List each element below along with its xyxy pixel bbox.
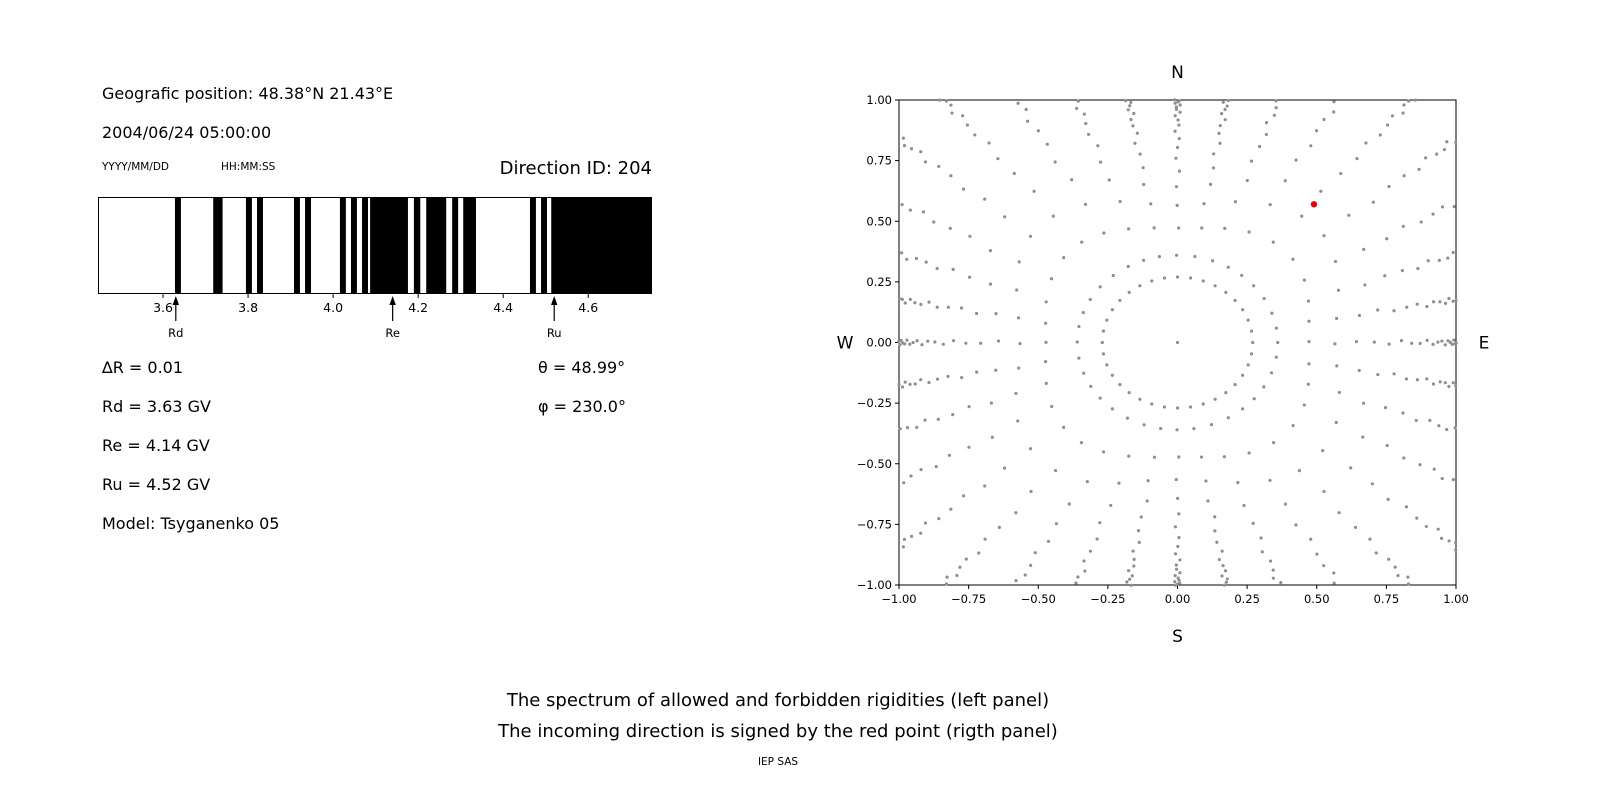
axis-ticks: −1.00 −0.75 −0.50 −0.25 0.00 0.25 0.50 0.75 1.00… [857,93,1469,606]
delta-r-value: ∆R = 0.01 [102,358,184,377]
direction-id-label: Direction ID: 204 [499,158,652,179]
svg-text:1.00: 1.00 [866,93,892,107]
forbidden-band [541,198,547,293]
forbidden-band [339,198,346,293]
compass-west-label: W [837,334,854,354]
svg-text:1.00: 1.00 [1443,592,1469,606]
forbidden-band [529,198,536,293]
re-arrow-label: Re [385,326,400,340]
re-value: Re = 4.14 GV [102,436,210,455]
credit-label: IEP SAS [757,756,799,768]
forbidden-band [551,198,652,293]
forbidden-band [174,198,181,293]
svg-text:−0.75: −0.75 [857,517,892,531]
re-arrowhead [389,296,396,305]
phi-value: φ = 230.0° [538,397,626,416]
asymptotic-direction-dots [897,98,1458,587]
forbidden-band [294,198,300,293]
caption-line-2: The incoming direction is signed by the … [498,721,1058,742]
forbidden-band [413,198,421,293]
svg-text:−0.25: −0.25 [857,396,892,410]
svg-text:−1.00: −1.00 [857,578,892,592]
x-axis-ticks: 3.6 3.8 4.0 4.2 4.4 4.6 [153,294,598,315]
svg-text:4.2: 4.2 [408,300,428,315]
forbidden-band [370,198,408,293]
svg-text:3.6: 3.6 [153,300,173,315]
date-format-label: YYYY/MM/DD [102,161,170,173]
ru-value: Ru = 4.52 GV [102,475,211,494]
forbidden-band [245,198,252,293]
svg-text:0.50: 0.50 [866,214,892,228]
compass-north-label: N [1171,63,1184,83]
rigidity-spectrum-chart: 3.6 3.8 4.0 4.2 4.4 4.6 Rd Re Ru [98,197,652,340]
rd-arrow-label: Rd [168,326,183,340]
svg-text:0.75: 0.75 [1374,592,1400,606]
svg-text:−0.50: −0.50 [857,457,892,471]
svg-text:−1.00: −1.00 [881,592,916,606]
compass-labels: N S W E [837,63,1490,647]
forbidden-band [213,198,223,293]
forbidden-band [257,198,263,293]
rd-value: Rd = 3.63 GV [102,397,211,416]
forbidden-band [362,198,368,293]
rd-arrowhead [172,296,180,305]
svg-text:0.75: 0.75 [866,154,892,168]
svg-text:0.25: 0.25 [866,275,892,289]
datetime-label: 2004/06/24 05:00:00 [102,123,272,142]
ru-arrowhead [551,296,558,305]
forbidden-bands [174,198,652,293]
svg-text:−0.75: −0.75 [951,592,986,606]
svg-text:−0.50: −0.50 [1021,592,1056,606]
forbidden-band [350,198,357,293]
geographic-position-label: Geografic position: 48.38°N 21.43°E [102,84,394,103]
svg-text:0.00: 0.00 [866,336,892,350]
svg-text:0.50: 0.50 [1304,592,1330,606]
svg-text:4.4: 4.4 [493,300,513,315]
caption-line-1: The spectrum of allowed and forbidden ri… [506,690,1050,711]
svg-text:3.8: 3.8 [238,300,258,315]
ru-arrow-label: Ru [547,326,562,340]
svg-text:−0.25: −0.25 [1090,592,1125,606]
svg-text:4.0: 4.0 [323,300,343,315]
theta-value: θ = 48.99° [538,358,626,377]
svg-text:4.6: 4.6 [578,300,598,315]
red-point-marker [1310,201,1318,208]
incoming-direction-chart: −1.00 −0.75 −0.50 −0.25 0.00 0.25 0.50 0.75 1.00… [837,63,1490,647]
forbidden-band [426,198,447,293]
compass-east-label: E [1479,334,1490,354]
svg-text:0.25: 0.25 [1234,592,1260,606]
rigidity-markers: Rd Re Ru [168,296,562,340]
forbidden-band [452,198,459,293]
time-format-label: HH:MM:SS [221,161,276,173]
forbidden-band [463,198,476,293]
forbidden-band [305,198,312,293]
svg-text:0.00: 0.00 [1165,592,1191,606]
compass-south-label: S [1172,627,1183,647]
model-label: Model: Tsyganenko 05 [102,514,280,533]
